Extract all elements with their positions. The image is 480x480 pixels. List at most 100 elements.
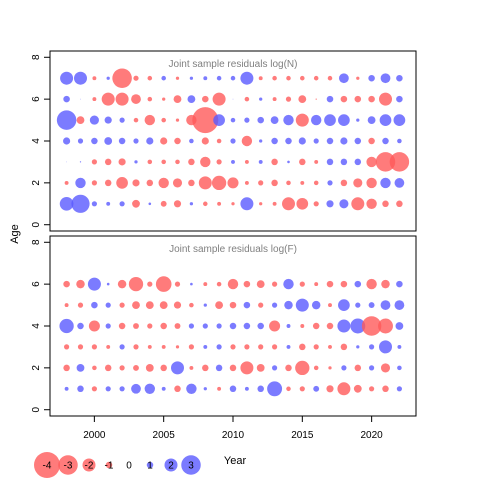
residual-bubble (146, 179, 154, 187)
residual-bubble (64, 386, 69, 391)
residual-bubble (132, 179, 140, 187)
residual-bubble (186, 383, 197, 394)
residual-bubble (133, 138, 139, 144)
residual-bubble (77, 322, 84, 330)
residual-bubble (282, 197, 295, 211)
residual-bubble (119, 117, 125, 123)
residual-bubble (243, 322, 251, 330)
legend-bubble (58, 455, 78, 475)
residual-bubble (77, 302, 84, 308)
residual-bubble (338, 114, 350, 126)
residual-bubble (240, 361, 254, 375)
residual-bubble (91, 159, 97, 165)
residual-bubble (148, 202, 152, 206)
residual-bubble (63, 280, 70, 288)
residual-bubble (203, 303, 207, 307)
y-tick-label: 8 (31, 54, 42, 60)
y-tick-label: 0 (31, 222, 42, 228)
residual-bubble (216, 138, 222, 144)
residual-bubble (188, 344, 194, 350)
residual-bubble (326, 322, 334, 330)
residual-bubble (147, 159, 153, 165)
x-tick-label: 2015 (291, 430, 314, 441)
residual-bubble (258, 302, 264, 308)
legend-bubble (82, 458, 96, 472)
residual-bubble (211, 175, 227, 191)
residual-bubble (340, 137, 348, 145)
legend-item: 2 (164, 458, 178, 472)
residual-bubble (340, 179, 348, 187)
residual-bubble (161, 386, 166, 391)
residual-bubble (231, 202, 235, 206)
residual-bubble (147, 281, 153, 287)
residual-bubble (256, 280, 265, 288)
residual-bubble (258, 344, 264, 350)
residual-bubble (240, 71, 254, 85)
residual-bubble (203, 76, 208, 81)
residual-bubble (63, 137, 71, 145)
legend-item: -1 (105, 461, 114, 472)
legend-label: -4 (43, 461, 52, 472)
residual-bubble (227, 278, 239, 290)
residual-bubble (104, 364, 112, 372)
residual-bubble (117, 279, 127, 289)
residual-bubble (74, 71, 87, 85)
residual-bubble (112, 68, 132, 88)
residual-bubble (213, 114, 225, 126)
residual-bubble (272, 344, 278, 350)
residual-bubble (283, 114, 294, 126)
residual-bubble (230, 75, 236, 81)
y-tick-label: 0 (31, 407, 42, 413)
residual-bubble (175, 118, 180, 122)
residual-bubble (91, 180, 97, 186)
residual-bubble (87, 277, 101, 291)
residual-bubble (326, 385, 334, 393)
legend-bubble (105, 461, 113, 469)
residual-bubble (258, 76, 263, 81)
residual-bubble (160, 200, 167, 207)
residual-bubble (381, 279, 390, 289)
residual-bubble (63, 95, 70, 103)
legend-label: -2 (85, 461, 94, 472)
legend-label: 0 (126, 461, 132, 472)
residual-bubble (56, 110, 77, 130)
residual-bubble (368, 95, 375, 103)
residual-bubble (284, 300, 293, 310)
residual-bubble (201, 137, 209, 145)
residual-bubble (216, 281, 222, 287)
residual-bubble (243, 280, 251, 288)
residual-bubble (77, 138, 84, 144)
x-tick-label: 2010 (222, 430, 245, 441)
residual-bubble (354, 95, 362, 103)
residual-bubble (295, 113, 309, 127)
residual-bubble (271, 137, 278, 145)
residual-bubble (190, 282, 193, 286)
bubble-size-legend: -4 -3 -2 -1 0 1 2 3 (34, 452, 201, 478)
legend-item: -3 (58, 455, 78, 475)
residual-bubble (379, 92, 392, 106)
residual-bubble (79, 161, 82, 163)
residual-bubble (272, 97, 277, 102)
residual-bubble (198, 176, 212, 190)
residual-bubble (314, 159, 319, 164)
residual-bubble (75, 177, 86, 189)
residual-bubble (287, 160, 290, 164)
residual-bubble (147, 96, 153, 102)
residual-bubble (382, 137, 389, 145)
residual-bubble (314, 282, 319, 287)
residual-bubble (105, 323, 111, 329)
residual-bubble (296, 197, 309, 210)
residual-bubble (175, 345, 180, 349)
residual-bubble (189, 76, 194, 80)
residual-bubble (286, 75, 291, 81)
residual-bubble (313, 138, 319, 144)
residual-bubble (326, 158, 334, 166)
residual-bubble (295, 360, 310, 376)
residual-bubble (327, 75, 333, 81)
residual-bubble (116, 177, 128, 189)
residual-bubble (64, 180, 69, 185)
residual-bubble (216, 344, 222, 350)
residual-bubble (244, 159, 249, 164)
residual-panel: Joint sample residuals log(N) 0 2 4 6 8 (31, 50, 417, 232)
residual-bubble (286, 386, 291, 392)
